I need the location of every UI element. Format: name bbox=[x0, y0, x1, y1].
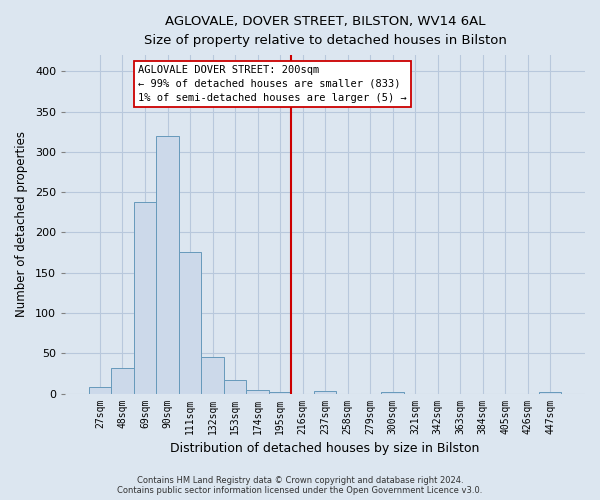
X-axis label: Distribution of detached houses by size in Bilston: Distribution of detached houses by size … bbox=[170, 442, 480, 455]
Bar bbox=[224, 380, 246, 394]
Bar bbox=[134, 202, 156, 394]
Bar bbox=[111, 368, 134, 394]
Bar bbox=[382, 392, 404, 394]
Bar bbox=[179, 252, 201, 394]
Title: AGLOVALE, DOVER STREET, BILSTON, WV14 6AL
Size of property relative to detached : AGLOVALE, DOVER STREET, BILSTON, WV14 6A… bbox=[143, 15, 506, 47]
Y-axis label: Number of detached properties: Number of detached properties bbox=[15, 132, 28, 318]
Bar bbox=[201, 358, 224, 394]
Bar bbox=[156, 136, 179, 394]
Bar bbox=[246, 390, 269, 394]
Text: Contains HM Land Registry data © Crown copyright and database right 2024.
Contai: Contains HM Land Registry data © Crown c… bbox=[118, 476, 482, 495]
Bar bbox=[269, 392, 291, 394]
Bar bbox=[314, 391, 337, 394]
Bar bbox=[539, 392, 562, 394]
Bar bbox=[89, 387, 111, 394]
Text: AGLOVALE DOVER STREET: 200sqm
← 99% of detached houses are smaller (833)
1% of s: AGLOVALE DOVER STREET: 200sqm ← 99% of d… bbox=[138, 65, 407, 103]
